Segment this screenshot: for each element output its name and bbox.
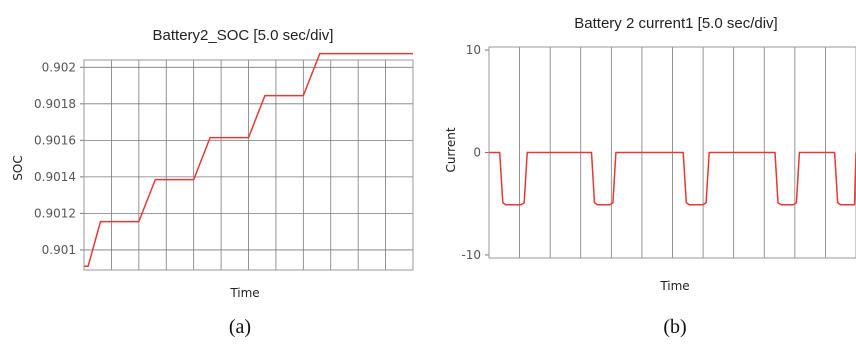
chart-a-ylabel: SOC (11, 155, 25, 180)
chart-b-plot: 10 0 -10 (461, 43, 856, 262)
chart-b-caption: (b) (663, 316, 686, 338)
chart-b-xlabel: Time (659, 279, 689, 293)
panel-a: Battery2_SOC [5.0 sec/div] SOC Time 0.90… (11, 27, 414, 338)
chart-a-xlabel: Time (229, 286, 259, 300)
chart-a-series-line (84, 52, 413, 268)
chart-a-ytick-label: 0.9014 (34, 170, 76, 184)
chart-a-title: Battery2_SOC [5.0 sec/div] (153, 27, 334, 44)
chart-b-title: Battery 2 current1 [5.0 sec/div] (574, 15, 777, 32)
chart-b-ytick-label: 10 (466, 43, 481, 57)
chart-a-caption: (a) (229, 316, 251, 338)
chart-a-plot: 0.901 0.9012 0.9014 0.9016 0.9018 0.902 (34, 52, 414, 271)
chart-b-series-line (489, 151, 856, 206)
chart-a-ytick-label: 0.9018 (34, 97, 76, 111)
chart-a-ytick-label: 0.9012 (34, 206, 76, 220)
chart-a-ytick-label: 0.902 (42, 60, 76, 74)
chart-b-ylabel: Current (444, 127, 458, 172)
chart-b-ytick-label: 0 (473, 146, 481, 160)
chart-a-ytick-label: 0.901 (42, 243, 76, 257)
chart-a-frame (83, 59, 414, 271)
chart-b-ytick-label: -10 (461, 248, 481, 262)
chart-a-ytick-label: 0.9016 (34, 133, 76, 147)
panel-b: Battery 2 current1 [5.0 sec/div] Current… (444, 15, 856, 338)
